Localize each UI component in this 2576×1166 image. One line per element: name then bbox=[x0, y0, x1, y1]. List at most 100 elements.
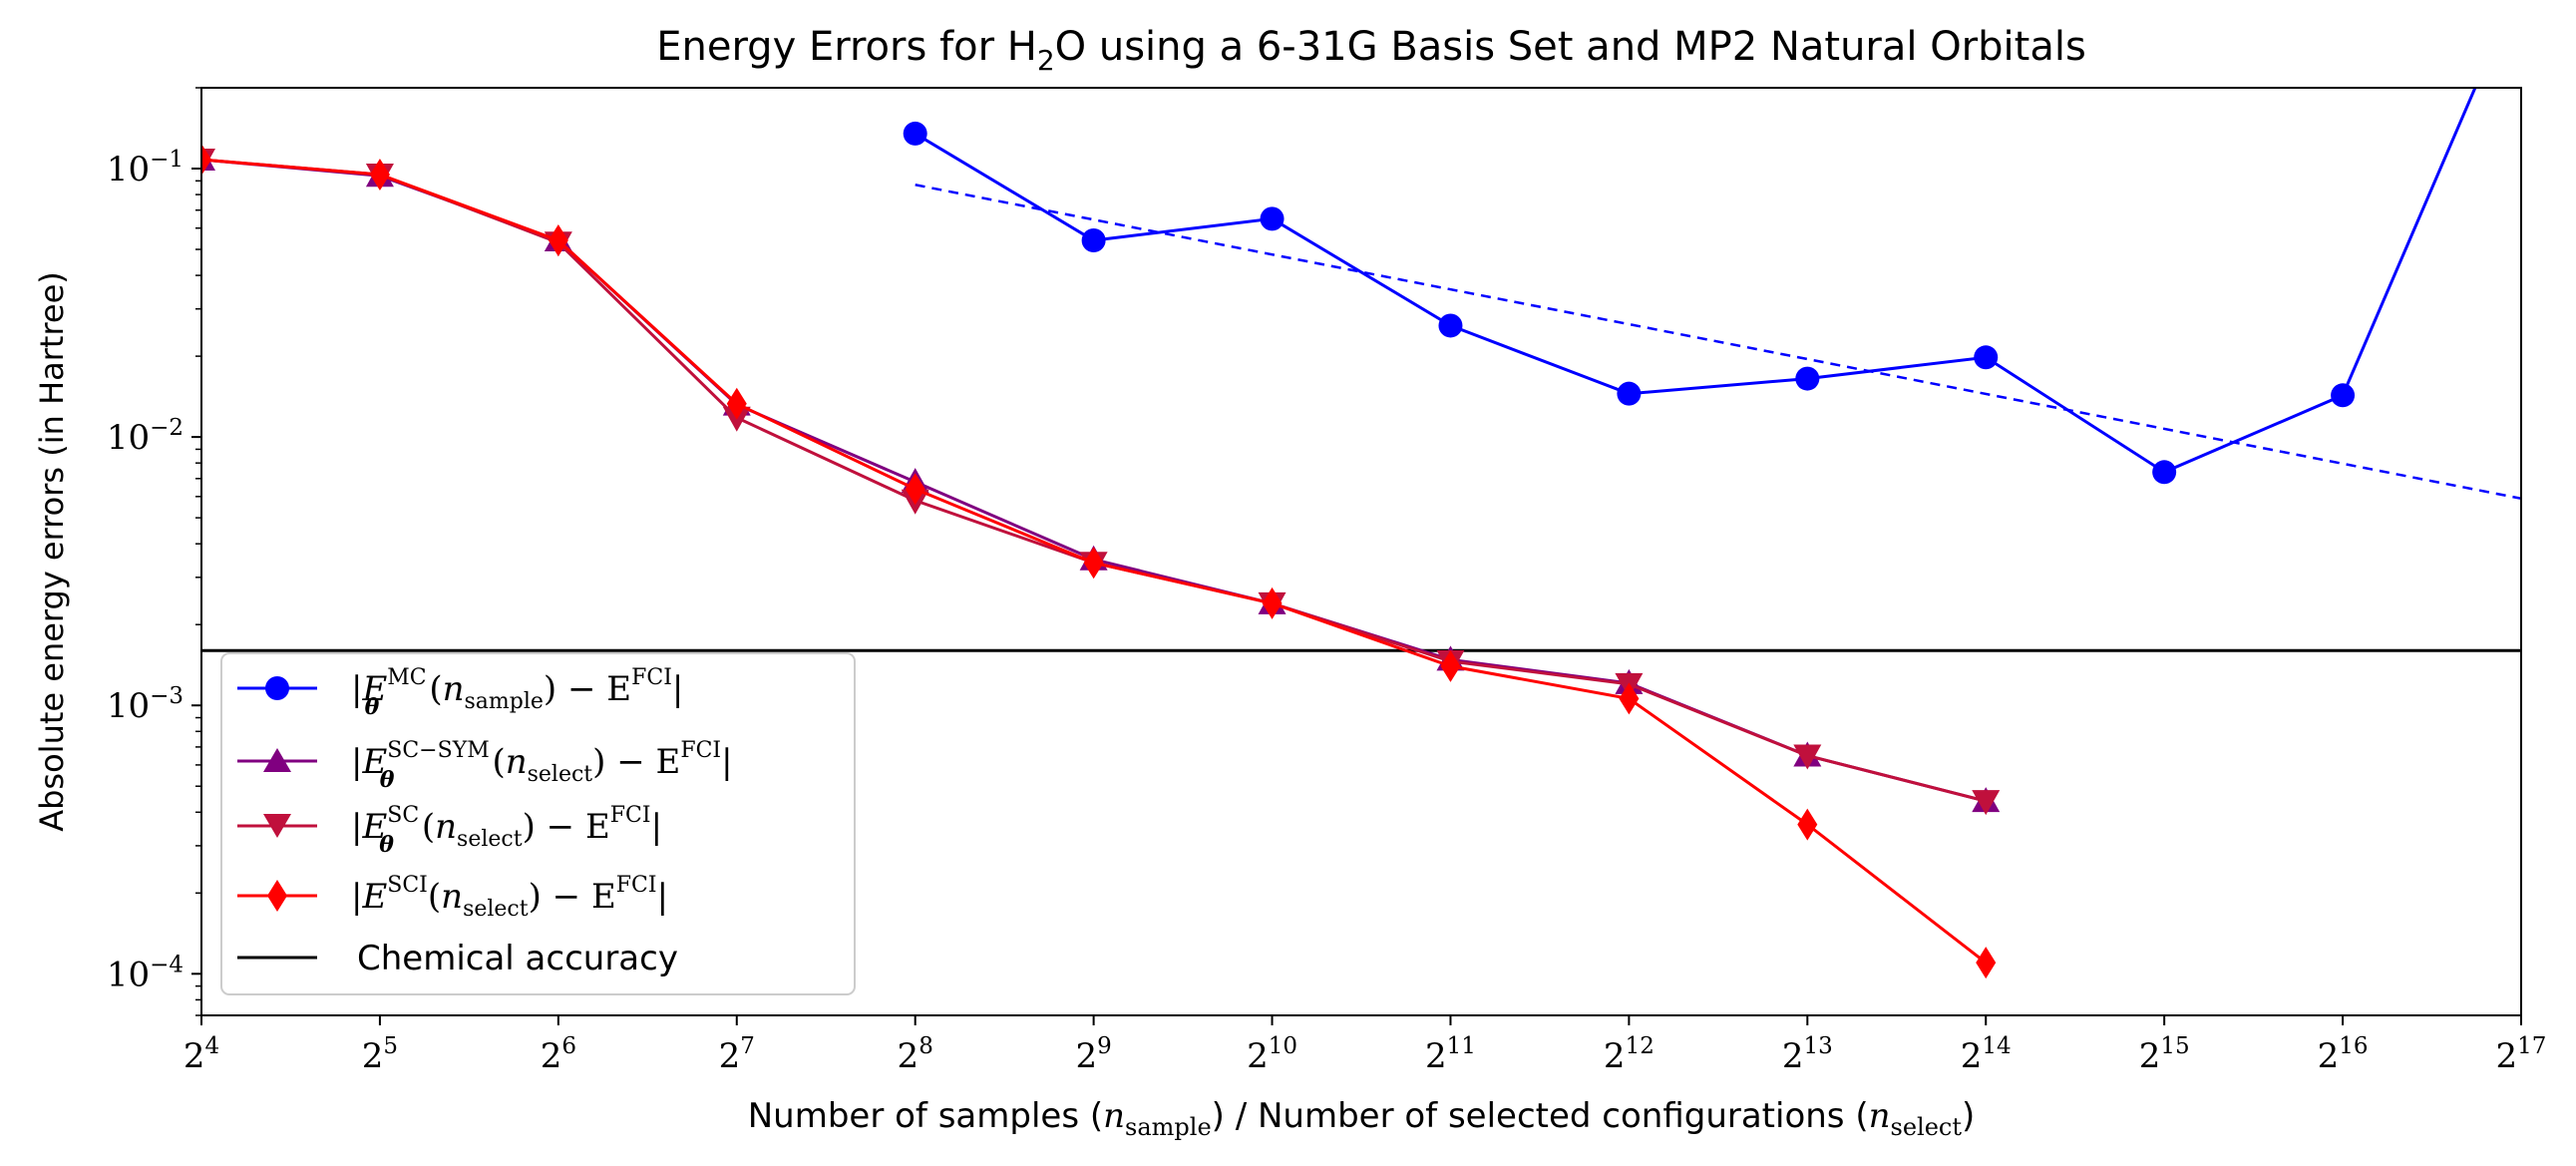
x-tick-label: 29 bbox=[1075, 1033, 1111, 1076]
legend-label-sci: |ESCI(nselect) − EFCI| bbox=[351, 873, 668, 922]
legend-scsym-close: | bbox=[721, 742, 732, 782]
legend-sc-close: | bbox=[651, 807, 662, 847]
chart-title-subscript: 2 bbox=[1037, 44, 1055, 77]
x-tick-base: 2 bbox=[1782, 1036, 1804, 1076]
legend-scsym-aftersup: FCI bbox=[680, 738, 721, 763]
legend-mc-after: ) − E bbox=[544, 669, 631, 709]
legend-entry-mc: |EMC θ (nsample) − EFCI| bbox=[237, 665, 683, 720]
data-point-mc-0 bbox=[903, 121, 927, 146]
y-tick-exponent: −3 bbox=[150, 683, 184, 709]
legend-sc-argsub: select bbox=[457, 827, 523, 852]
data-point-mc-1 bbox=[1081, 228, 1106, 253]
x-tick-exponent: 15 bbox=[2160, 1033, 2189, 1059]
x-tick-exponent: 17 bbox=[2517, 1033, 2546, 1059]
x-tick-base: 2 bbox=[362, 1036, 384, 1076]
y-tick-exponent: −4 bbox=[150, 952, 184, 977]
legend-sci-open: |E bbox=[351, 877, 387, 917]
x-tick-base: 2 bbox=[2318, 1036, 2340, 1076]
legend-sci-aftersup: FCI bbox=[616, 873, 657, 898]
data-point-sci-1 bbox=[369, 159, 390, 192]
x-tick-exponent: 6 bbox=[561, 1033, 576, 1059]
data-point-sci-5 bbox=[1083, 547, 1104, 580]
x-axis-label: Number of samples (nsample) / Number of … bbox=[748, 1096, 1976, 1141]
y-axis-ticks: 10−110−210−310−4 bbox=[107, 87, 201, 1016]
legend-entry-sc: |ESC θ (nselect) − EFCI| bbox=[237, 803, 662, 858]
x-tick-base: 2 bbox=[1604, 1036, 1626, 1076]
chart-title-part-2: O using a 6-31G Basis Set and MP2 Natura… bbox=[1055, 24, 2086, 70]
series-sci bbox=[201, 144, 1997, 979]
legend-mc-aftersup: FCI bbox=[631, 665, 672, 690]
x-tick-base: 2 bbox=[2496, 1036, 2518, 1076]
legend-label-sc: |ESC θ (nselect) − EFCI| bbox=[351, 803, 662, 858]
x-tick-base: 2 bbox=[541, 1036, 562, 1076]
legend-label-scsym: |ESC−SYM θ (nselect) − EFCI| bbox=[351, 738, 733, 793]
data-point-mc-4 bbox=[1617, 381, 1642, 406]
series-line-mc bbox=[914, 88, 2477, 474]
x-axis-label-part-b: ) / Number of selected configurations ( bbox=[1212, 1096, 1869, 1136]
x-tick-base: 2 bbox=[2139, 1036, 2161, 1076]
legend-mc-sup: MC bbox=[387, 665, 426, 690]
x-axis-label-sub-b: select bbox=[1891, 1113, 1963, 1141]
legend-scsym-argvar: n bbox=[506, 742, 528, 782]
y-tick-label: 10−2 bbox=[107, 415, 184, 458]
y-tick-base: 10 bbox=[107, 955, 150, 994]
data-point-mc-7 bbox=[2152, 460, 2177, 485]
x-tick-exponent: 9 bbox=[1097, 1033, 1112, 1059]
x-tick-label: 27 bbox=[719, 1033, 755, 1076]
x-tick-exponent: 13 bbox=[1803, 1033, 1832, 1059]
x-tick-base: 2 bbox=[1961, 1036, 1983, 1076]
x-tick-exponent: 10 bbox=[1269, 1033, 1297, 1059]
legend-sci-after: ) − E bbox=[529, 877, 616, 917]
data-point-sci-3 bbox=[726, 387, 747, 420]
x-tick-exponent: 5 bbox=[383, 1033, 398, 1059]
x-tick-label: 26 bbox=[541, 1033, 576, 1076]
x-tick-base: 2 bbox=[184, 1036, 205, 1076]
x-axis-label-sub-a: sample bbox=[1125, 1113, 1212, 1141]
legend-scsym-sub: θ bbox=[380, 767, 395, 793]
x-tick-label: 215 bbox=[2139, 1033, 2190, 1076]
data-point-sci-0 bbox=[201, 144, 211, 177]
legend-sc-open: |E bbox=[351, 807, 387, 847]
x-tick-exponent: 7 bbox=[740, 1033, 755, 1059]
legend-entry-scsym: |ESC−SYM θ (nselect) − EFCI| bbox=[237, 738, 733, 793]
y-axis-label: Absolute energy errors (in Hartree) bbox=[33, 271, 71, 832]
x-tick-base: 2 bbox=[898, 1036, 920, 1076]
legend-mc-close: | bbox=[672, 669, 683, 709]
x-tick-base: 2 bbox=[1425, 1036, 1447, 1076]
legend-sci-argvar: n bbox=[441, 877, 463, 917]
plot-frame bbox=[200, 87, 2522, 1016]
legend-sc-aftersup: FCI bbox=[610, 803, 651, 828]
legend-label-mc: |EMC θ (nsample) − EFCI| bbox=[351, 665, 683, 720]
x-tick-label: 211 bbox=[1425, 1033, 1476, 1076]
legend-sci-paren: ( bbox=[428, 877, 441, 917]
x-tick-label: 214 bbox=[1961, 1033, 2012, 1076]
x-tick-label: 216 bbox=[2318, 1033, 2369, 1076]
x-tick-base: 2 bbox=[719, 1036, 741, 1076]
legend-entry-sci: |ESCI(nselect) − EFCI| bbox=[237, 873, 668, 922]
legend-scsym-open: |E bbox=[351, 742, 387, 782]
data-point-sc-10 bbox=[1972, 790, 2001, 816]
x-tick-exponent: 14 bbox=[1982, 1033, 2011, 1059]
y-tick-label: 10−4 bbox=[107, 952, 184, 994]
legend-marker-sci bbox=[267, 880, 287, 912]
x-tick-label: 212 bbox=[1604, 1033, 1655, 1076]
legend-label-chemical-accuracy: Chemical accuracy bbox=[357, 939, 678, 978]
legend-entry-chemical-accuracy: Chemical accuracy bbox=[237, 939, 678, 978]
x-axis-label-var-b: n bbox=[1869, 1096, 1891, 1136]
data-point-sci-8 bbox=[1619, 682, 1640, 715]
y-tick-base: 10 bbox=[107, 418, 150, 458]
data-point-sci-10 bbox=[1976, 947, 1997, 979]
legend-box bbox=[220, 652, 856, 995]
x-tick-label: 24 bbox=[184, 1033, 219, 1076]
legend-sc-sub: θ bbox=[379, 832, 394, 858]
legend-scsym-sup: SC−SYM bbox=[387, 738, 489, 763]
x-tick-base: 2 bbox=[1075, 1036, 1097, 1076]
data-point-sc-9 bbox=[1793, 744, 1822, 770]
legend-sc-after: ) − E bbox=[523, 807, 610, 847]
x-tick-label: 28 bbox=[898, 1033, 933, 1076]
x-tick-exponent: 8 bbox=[919, 1033, 933, 1059]
y-tick-label: 10−1 bbox=[107, 147, 184, 190]
data-point-sci-9 bbox=[1797, 808, 1818, 841]
x-tick-label: 213 bbox=[1782, 1033, 1833, 1076]
